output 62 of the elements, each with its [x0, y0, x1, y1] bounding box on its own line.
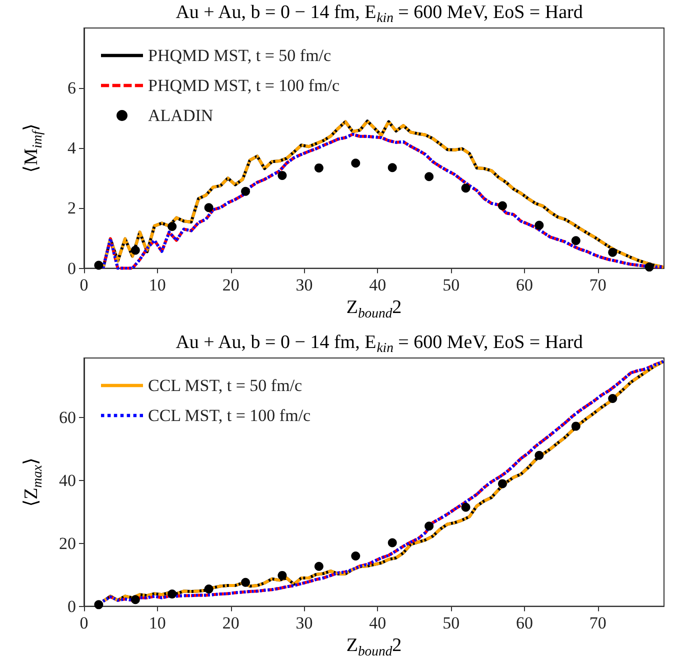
point	[351, 158, 360, 168]
x-tick-label: 40	[369, 275, 386, 294]
y-tick-label: 4	[68, 138, 76, 158]
point	[534, 220, 544, 230]
point	[608, 248, 618, 257]
legend-label: PHQMD MST, t = 50 fm/c	[148, 46, 332, 65]
point	[241, 578, 250, 587]
point	[130, 246, 140, 255]
point	[241, 186, 250, 196]
point	[644, 262, 654, 272]
y-tick-label: 20	[59, 534, 76, 553]
point	[388, 538, 397, 548]
x-tick-label: 10	[148, 613, 166, 632]
point	[424, 172, 434, 182]
point	[130, 595, 140, 604]
point	[424, 522, 434, 531]
x-tick-label: 10	[148, 275, 166, 294]
x-tick-label: 60	[516, 275, 534, 294]
point	[204, 203, 214, 212]
x-tick-label: 30	[296, 275, 313, 294]
point	[461, 502, 470, 512]
x-tick-label: 30	[296, 613, 313, 632]
y-tick-label: 2	[68, 198, 76, 218]
x-tick-label: 50	[442, 275, 460, 294]
y-tick-label: 0	[68, 596, 76, 616]
y-axis-title: ⟨Zmax⟩	[21, 458, 44, 507]
point	[608, 394, 618, 404]
x-tick-label: 0	[80, 613, 88, 632]
point	[571, 236, 580, 246]
x-tick-label: 70	[589, 275, 606, 294]
point	[314, 562, 324, 571]
x-tick-label: 70	[589, 613, 606, 632]
legend-label: PHQMD MST, t = 100 fm/c	[148, 76, 340, 95]
point	[534, 450, 544, 460]
x-tick-label: 60	[516, 613, 534, 632]
point	[571, 422, 580, 431]
x-tick-label: 50	[442, 613, 460, 632]
legend-label: CCL MST, t = 100 fm/c	[148, 406, 312, 425]
point	[461, 184, 470, 193]
point	[168, 589, 177, 598]
point	[204, 584, 214, 594]
legend-label: CCL MST, t = 50 fm/c	[148, 376, 303, 395]
point	[498, 479, 507, 488]
y-axis-title: ⟨Mimf⟩	[21, 124, 44, 173]
legend-label: ALADIN	[148, 106, 214, 125]
y-tick-label: 0	[68, 258, 76, 278]
point	[278, 170, 287, 180]
point	[94, 600, 104, 610]
point	[314, 163, 324, 172]
point	[94, 260, 104, 270]
y-tick-label: 6	[68, 78, 76, 98]
point	[168, 222, 177, 232]
point	[388, 163, 397, 172]
point	[278, 570, 287, 580]
y-tick-label: 40	[59, 471, 76, 490]
point	[351, 551, 360, 560]
point	[498, 201, 507, 210]
x-tick-label: 20	[222, 613, 240, 632]
x-tick-label: 20	[222, 275, 240, 294]
x-tick-label: 40	[369, 613, 386, 632]
x-tick-label: 0	[80, 275, 88, 294]
y-tick-label: 60	[59, 408, 76, 428]
